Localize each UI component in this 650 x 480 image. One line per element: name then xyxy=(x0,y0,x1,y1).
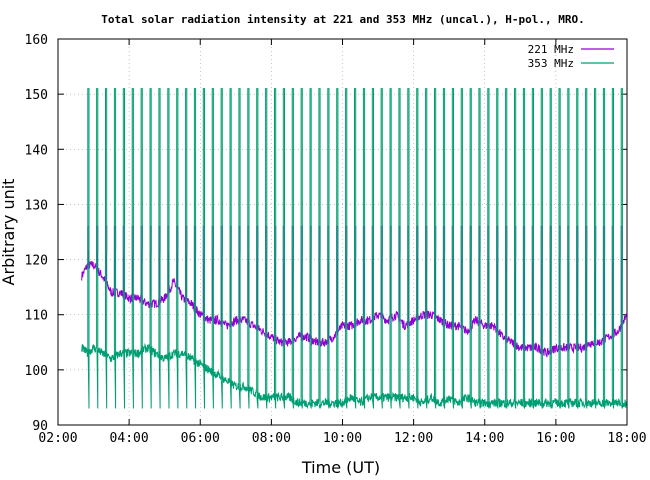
legend-label-221: 221 MHz xyxy=(528,43,574,56)
chart-title: Total solar radiation intensity at 221 a… xyxy=(101,13,584,26)
legend-label-353: 353 MHz xyxy=(528,57,574,70)
series-line-353-mhz xyxy=(81,88,628,410)
x-tick-label: 16:00 xyxy=(536,431,575,446)
legend: 221 MHz 353 MHz xyxy=(528,43,614,70)
x-tick-label: 02:00 xyxy=(38,431,77,446)
x-tick-label: 14:00 xyxy=(465,431,504,446)
y-tick-labels: 90 100 110 120 130 140 150 160 xyxy=(25,33,48,434)
grid-lines xyxy=(58,39,627,425)
x-tick-label: 12:00 xyxy=(394,431,433,446)
series-lines xyxy=(81,88,628,410)
y-tick-label: 160 xyxy=(25,33,48,48)
x-tick-label: 08:00 xyxy=(252,431,291,446)
y-tick-label: 110 xyxy=(25,309,48,324)
x-tick-label: 18:00 xyxy=(607,431,646,446)
y-tick-label: 130 xyxy=(25,198,48,213)
x-tick-label: 04:00 xyxy=(110,431,149,446)
x-axis-label: Time (UT) xyxy=(301,458,380,477)
x-tick-label: 06:00 xyxy=(181,431,220,446)
y-tick-label: 120 xyxy=(25,254,48,269)
y-tick-label: 140 xyxy=(25,143,48,158)
x-tick-label: 10:00 xyxy=(323,431,362,446)
y-tick-label: 150 xyxy=(25,88,48,103)
y-axis-label: Arbitrary unit xyxy=(0,179,18,286)
x-tick-labels: 02:00 04:00 06:00 08:00 10:00 12:00 14:00 16:00… xyxy=(38,431,646,446)
y-tick-label: 90 xyxy=(32,419,48,434)
y-tick-label: 100 xyxy=(25,364,48,379)
